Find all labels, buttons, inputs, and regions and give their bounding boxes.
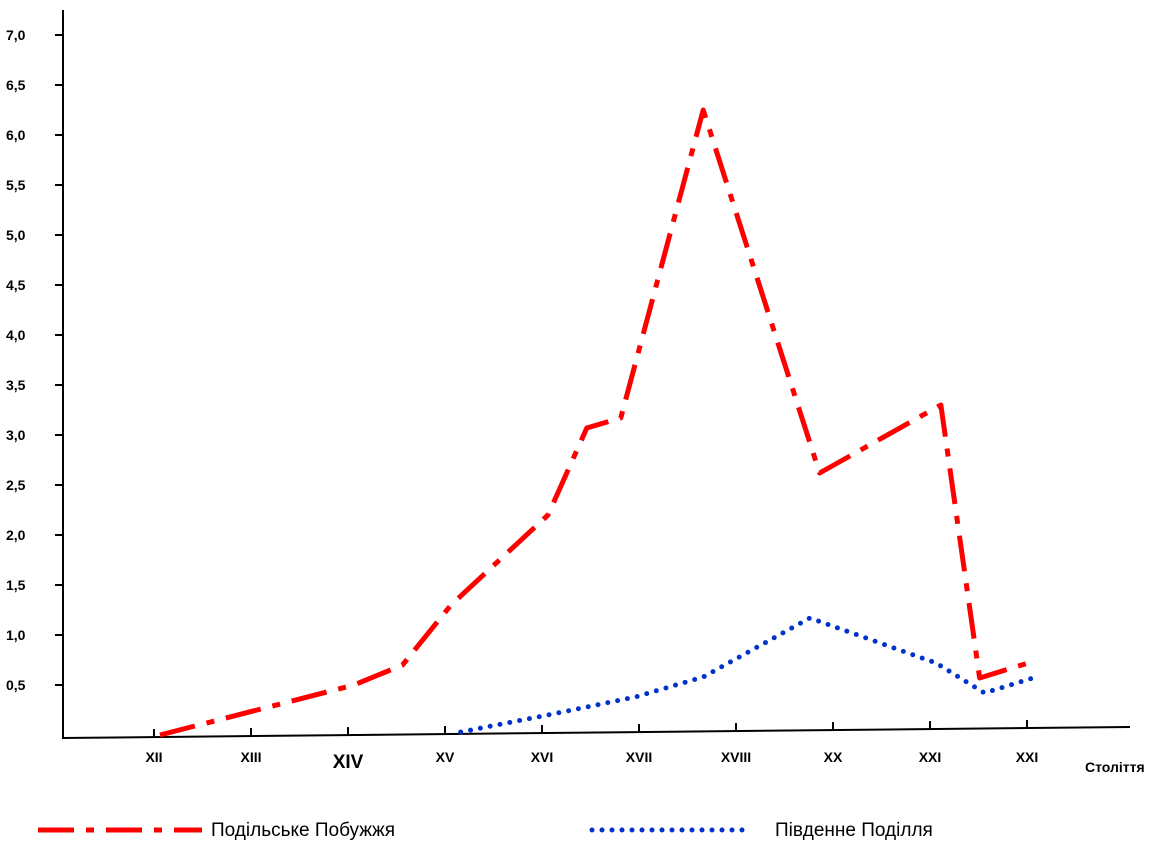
y-tick-label: 1,0 — [6, 627, 26, 643]
y-tick-label: 4,5 — [6, 277, 26, 293]
series-group — [159, 107, 1036, 738]
legend-label-2: Південне Поділля — [775, 820, 933, 841]
y-tick-label: 3,5 — [6, 377, 26, 393]
x-tick-label: XII — [145, 749, 162, 765]
y-tick-label: 2,0 — [6, 527, 26, 543]
y-tick-label: 3,0 — [6, 427, 26, 443]
y-tick-label: 4,0 — [6, 327, 26, 343]
y-tick-label: 7,0 — [6, 27, 26, 43]
x-tick-label: XIV — [333, 752, 364, 773]
y-tick-label: 2,5 — [6, 477, 26, 493]
x-tick-label: XVIII — [721, 749, 751, 765]
x-axis — [61, 726, 1131, 739]
y-tick-label: 0,5 — [6, 677, 26, 693]
axes — [61, 10, 1131, 739]
y-tick-label: 5,5 — [6, 177, 26, 193]
x-tick-label: XIII — [240, 749, 261, 765]
legend-label-1: Подільське Побужжя — [211, 820, 395, 841]
y-tick-label: 6,5 — [6, 77, 26, 93]
legend: Подільське Побужжя Південне Поділля — [38, 820, 933, 841]
x-tick-label: XXI — [919, 749, 942, 765]
x-tick-label: XXI — [1016, 749, 1039, 765]
x-tick-label: XX — [824, 749, 843, 765]
x-tick-label: XV — [436, 749, 455, 765]
x-axis-title: Століття — [1085, 759, 1145, 775]
x-tick-label: XVI — [531, 749, 554, 765]
series-line-1 — [159, 107, 1029, 738]
x-tick-group: XII XIII XIV XV XVI XVII XVIII XX XXI XXI — [145, 720, 1038, 773]
series-line-2 — [458, 615, 1036, 735]
y-tick-label: 5,0 — [6, 227, 26, 243]
y-tick-label: 1,5 — [6, 577, 26, 593]
y-tick-label: 6,0 — [6, 127, 26, 143]
x-tick-label: XVII — [626, 749, 652, 765]
y-tick-group: 0,5 1,0 1,5 2,0 2,5 3,0 3,5 4,0 4,5 5,0 5,5 6,0 6,5 7… — [6, 27, 63, 693]
